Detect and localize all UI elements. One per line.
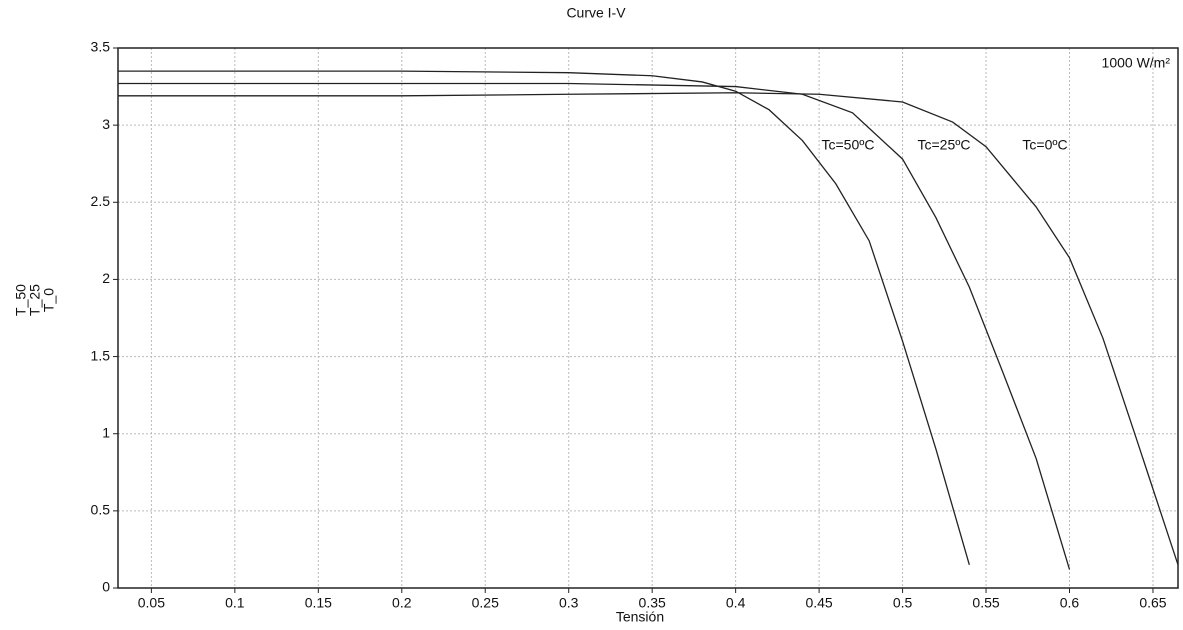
x-tick-label: 0.5 — [893, 595, 913, 611]
y-tick-label: 2 — [102, 270, 110, 286]
x-tick-label: 0.65 — [1139, 595, 1166, 611]
x-axis-label: Tensión — [616, 609, 664, 625]
annotation: Tc=50ºC — [822, 137, 875, 153]
x-tick-label: 0.35 — [639, 595, 666, 611]
annotation: 1000 W/m² — [1102, 55, 1171, 71]
y-tick-label: 2.5 — [91, 193, 111, 209]
x-tick-label: 0.15 — [305, 595, 332, 611]
y-tick-label: 0.5 — [91, 502, 111, 518]
annotation: Tc=25ºC — [918, 137, 971, 153]
x-tick-label: 0.45 — [805, 595, 832, 611]
x-tick-label: 0.1 — [225, 595, 245, 611]
x-tick-label: 0.6 — [1060, 595, 1080, 611]
y-tick-label: 3 — [102, 116, 110, 132]
y-tick-label: 1 — [102, 424, 110, 440]
chart: Curve I-V Tensión 0 0.5 1 1.5 2 2.5 3 3.5 0.05 0.… — [0, 0, 1183, 630]
y-tick-label: 1.5 — [91, 347, 111, 363]
annotation: Tc=0ºC — [1022, 137, 1067, 153]
x-tick-label: 0.4 — [726, 595, 746, 611]
x-tick-label: 0.55 — [972, 595, 999, 611]
x-tick-label: 0.3 — [559, 595, 579, 611]
y-tick-label: 3.5 — [91, 39, 111, 55]
x-tick-label: 0.05 — [138, 595, 165, 611]
y-tick-label: 0 — [102, 579, 110, 595]
legend-label: T_0 — [41, 288, 57, 312]
x-tick-label: 0.25 — [472, 595, 499, 611]
x-tick-label: 0.2 — [392, 595, 412, 611]
chart-title: Curve I-V — [566, 5, 626, 21]
